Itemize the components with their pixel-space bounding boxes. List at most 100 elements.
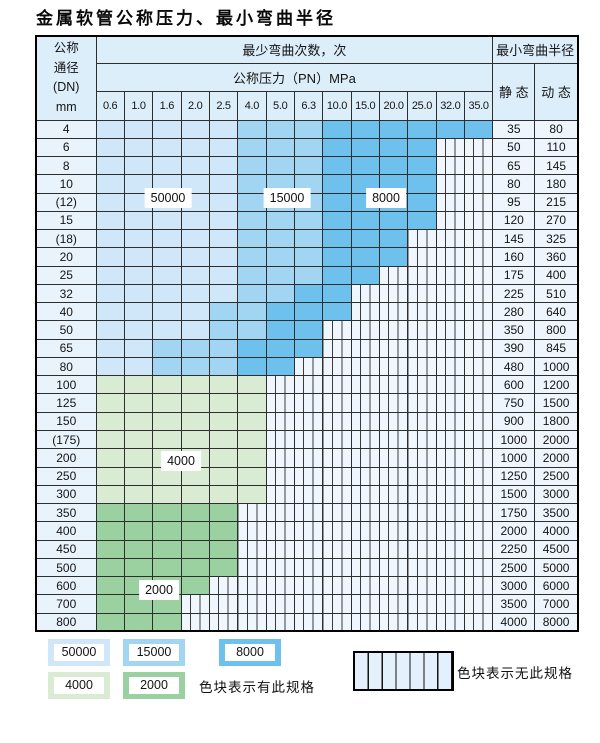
static-value-cell: 2500 — [492, 557, 536, 578]
static-value-cell: 2250 — [492, 539, 536, 559]
zone-cell-E — [95, 503, 125, 523]
zone-cell-D — [407, 137, 437, 158]
zone-cell-M — [237, 229, 267, 249]
zone-cell-L — [152, 265, 182, 285]
zone-cell-S — [350, 503, 380, 523]
zone-cell-G — [237, 466, 267, 486]
dn-cell: 6 — [35, 137, 97, 158]
zone-cell-D — [463, 119, 494, 139]
pressure-col-header: 35.0 — [463, 90, 494, 121]
zone-cell-S — [435, 466, 465, 486]
zone-cell-E — [208, 539, 239, 559]
zone-cell-L — [95, 356, 125, 377]
zone-cell-S — [350, 594, 380, 614]
static-value-cell: 480 — [492, 356, 536, 377]
zone-cell-L — [123, 356, 154, 377]
zone-cell-G — [95, 411, 125, 432]
zone-cell-S — [322, 612, 352, 632]
zone-cell-S — [322, 338, 352, 358]
zone-cell-S — [463, 393, 494, 413]
legend-swatch-label: 50000 — [54, 644, 104, 661]
zone-cell-S — [435, 265, 465, 285]
zone-cell-E — [123, 503, 154, 523]
zone-cell-D — [378, 247, 409, 267]
zone-label-2000: 2000 — [139, 580, 179, 600]
legend-has-spec-text: 色块表示有此规格 — [199, 680, 315, 695]
zone-cell-D — [322, 174, 352, 194]
zone-cell-L — [123, 265, 154, 285]
dn-cell: 500 — [35, 557, 97, 578]
zone-cell-D — [322, 156, 352, 176]
zone-cell-L — [123, 229, 154, 249]
zone-cell-S — [435, 521, 465, 541]
zone-cell-D — [293, 320, 324, 340]
zone-cell-G — [95, 466, 125, 486]
zone-cell-L — [208, 137, 239, 158]
pressure-header: 公称压力（PN）MPa — [95, 62, 494, 92]
static-value-cell: 1750 — [492, 503, 536, 523]
dn-cell: 10 — [35, 174, 97, 194]
zone-cell-L — [180, 229, 210, 249]
zone-cell-E — [208, 503, 239, 523]
zone-cell-S — [322, 375, 352, 395]
dn-cell: 400 — [35, 521, 97, 541]
dynamic-value-cell: 6000 — [534, 576, 579, 596]
zone-cell-D — [265, 338, 295, 358]
zone-cell-M — [265, 137, 295, 158]
static-value-cell: 350 — [492, 320, 536, 340]
zone-cell-S — [407, 375, 437, 395]
zone-cell-L — [208, 265, 239, 285]
dynamic-value-cell: 7000 — [534, 594, 579, 614]
zone-cell-G — [123, 430, 154, 450]
zone-cell-D — [378, 119, 409, 139]
zone-cell-G — [123, 375, 154, 395]
zone-cell-S — [237, 539, 267, 559]
static-value-cell: 600 — [492, 375, 536, 395]
zone-cell-L — [123, 320, 154, 340]
static-value-cell: 145 — [492, 229, 536, 249]
zone-cell-D — [322, 119, 352, 139]
zone-cell-S — [350, 283, 380, 304]
zone-cell-S — [407, 393, 437, 413]
zone-cell-D — [293, 302, 324, 322]
static-value-cell: 1000 — [492, 430, 536, 450]
dynamic-value-cell: 110 — [534, 137, 579, 158]
zone-cell-M — [237, 174, 267, 194]
static-value-cell: 1250 — [492, 466, 536, 486]
legend-swatch-15000: 15000 — [123, 639, 185, 666]
zone-cell-D — [378, 137, 409, 158]
zone-cell-S — [378, 484, 409, 505]
zone-cell-S — [350, 356, 380, 377]
zone-cell-S — [378, 539, 409, 559]
zone-cell-E — [152, 503, 182, 523]
zone-cell-S — [265, 375, 295, 395]
zone-cell-L — [208, 192, 239, 212]
zone-cell-D — [407, 119, 437, 139]
zone-cell-G — [123, 484, 154, 505]
static-value-cell: 225 — [492, 283, 536, 304]
dn-cell: 15 — [35, 210, 97, 231]
zone-cell-S — [407, 448, 437, 468]
zone-cell-S — [407, 247, 437, 267]
zone-cell-S — [407, 484, 437, 505]
zone-cell-S — [435, 503, 465, 523]
zone-cell-S — [322, 539, 352, 559]
zone-cell-S — [378, 338, 409, 358]
zone-cell-M — [208, 338, 239, 358]
zone-cell-M — [237, 247, 267, 267]
zone-cell-S — [435, 430, 465, 450]
dn-cell: 450 — [35, 539, 97, 559]
zone-cell-G — [180, 375, 210, 395]
zone-label-8000: 8000 — [366, 188, 406, 208]
zone-cell-L — [208, 247, 239, 267]
zone-cell-S — [435, 338, 465, 358]
zone-cell-D — [322, 283, 352, 304]
zone-cell-S — [350, 484, 380, 505]
static-value-cell: 175 — [492, 265, 536, 285]
zone-cell-L — [95, 210, 125, 231]
zone-cell-G — [180, 430, 210, 450]
zone-cell-L — [123, 137, 154, 158]
table-row: 32 225 510 — [35, 283, 579, 304]
zone-cell-S — [322, 576, 352, 596]
zone-cell-G — [95, 484, 125, 505]
